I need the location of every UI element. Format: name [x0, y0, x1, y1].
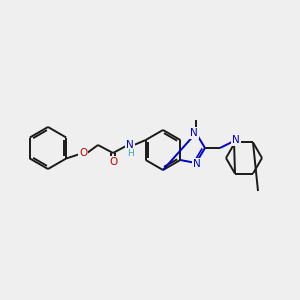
Text: N: N — [126, 140, 134, 150]
Text: N: N — [193, 159, 201, 169]
Text: O: O — [79, 148, 87, 158]
Text: H: H — [127, 148, 134, 158]
Text: N: N — [232, 135, 240, 145]
Text: N: N — [190, 128, 198, 138]
Text: O: O — [109, 157, 117, 167]
